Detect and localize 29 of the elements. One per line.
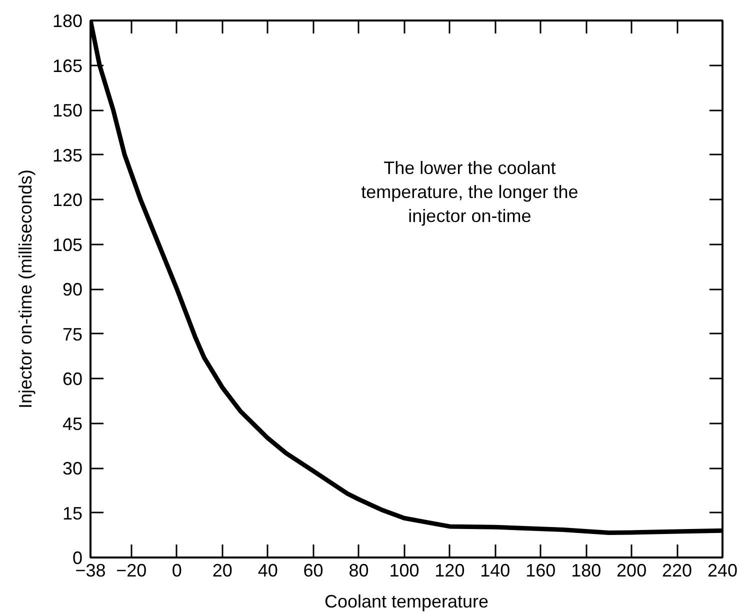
- y-tick-label: 15: [62, 503, 83, 524]
- x-tick-label: 100: [389, 560, 420, 580]
- annotation: The lower the coolant temperature, the longer the injector on-time: [361, 158, 578, 226]
- y-tick-label: 150: [52, 100, 83, 120]
- x-tick-label: 180: [571, 560, 602, 580]
- x-tick-label: 200: [616, 560, 647, 580]
- y-tick-label: 45: [62, 414, 83, 434]
- x-tick-label: 80: [348, 560, 369, 580]
- x-tick-label: −20: [116, 560, 147, 580]
- y-tick-label: 165: [52, 56, 83, 76]
- y-tick-label: 120: [52, 190, 83, 210]
- x-tick-label: 60: [303, 560, 324, 580]
- x-tick-label: 20: [212, 560, 232, 580]
- x-tick-label: 240: [707, 560, 738, 580]
- y-tick-label: 60: [62, 369, 83, 389]
- x-tick-label: 220: [662, 560, 692, 580]
- x-tick-label: 40: [258, 560, 278, 580]
- y-tick-label: 30: [62, 458, 83, 478]
- y-tick-label: 90: [62, 280, 83, 300]
- y-tick-label: 75: [62, 324, 83, 344]
- x-tick-label: 0: [172, 560, 182, 580]
- x-axis-title: Coolant temperature: [324, 592, 489, 612]
- x-tick-label: 140: [480, 560, 510, 580]
- x-tick-label: 120: [434, 560, 465, 580]
- y-axis-title: Injector on-time (milliseconds): [15, 169, 36, 409]
- y-tick-label: 105: [52, 234, 83, 255]
- x-tick-label: 160: [526, 560, 556, 580]
- y-tick-label: 180: [52, 11, 83, 31]
- y-tick-label: 135: [52, 145, 83, 166]
